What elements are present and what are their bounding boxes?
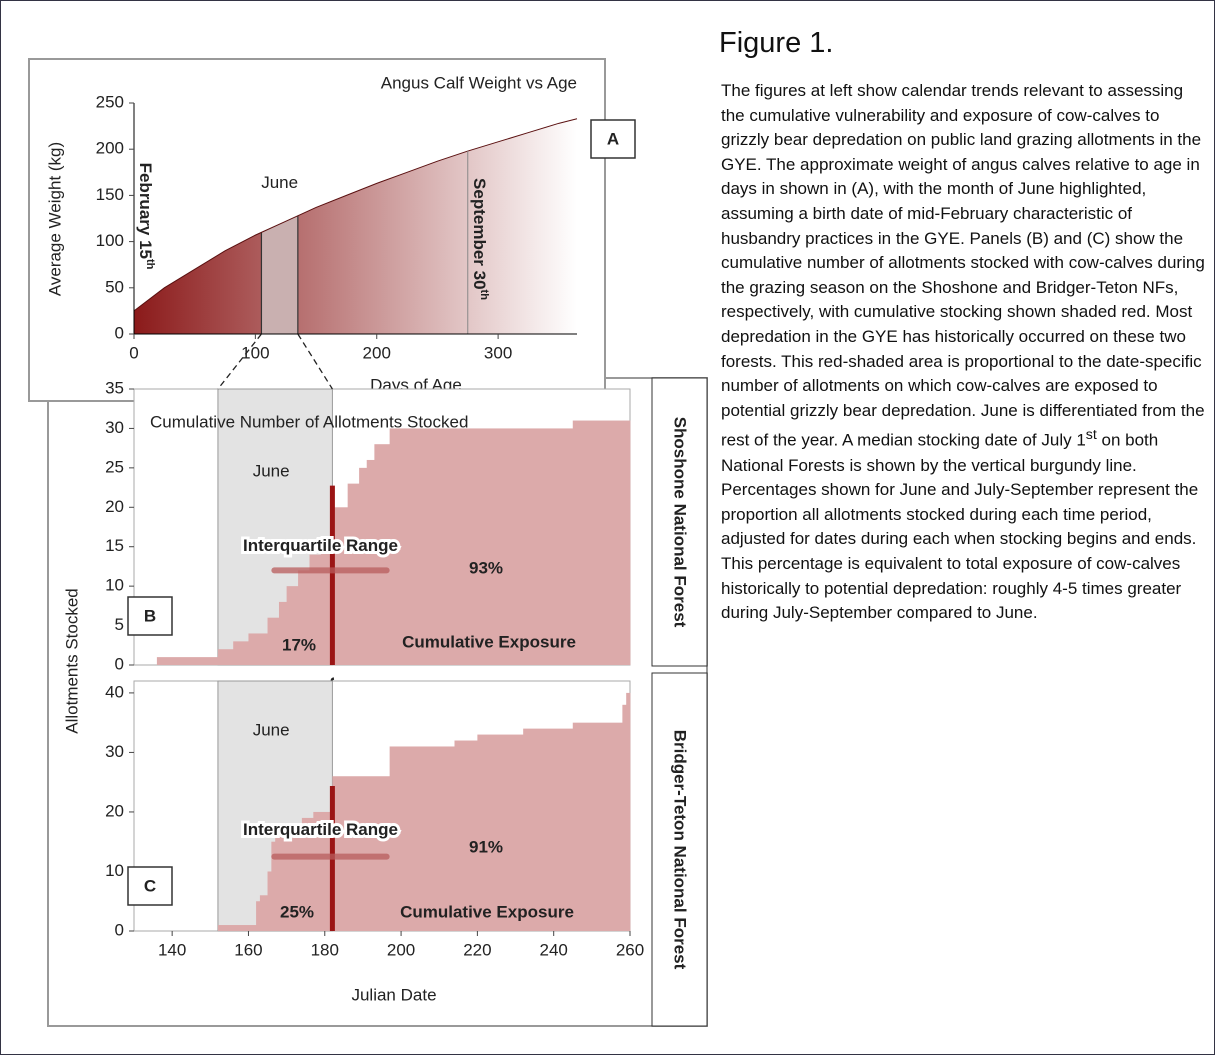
y-tick-label: 5 <box>115 615 124 634</box>
y-axis-title: Allotments Stocked <box>62 588 81 734</box>
caption-text: The figures at left show calendar trends… <box>721 81 1205 450</box>
x-tick-label: 160 <box>234 940 262 959</box>
y-tick-label: 150 <box>96 185 124 204</box>
stocked-step <box>218 925 257 931</box>
stocked-step <box>268 618 280 665</box>
stocked-step <box>233 641 249 665</box>
y-tick-label: 25 <box>105 457 124 476</box>
y-tick-label: 0 <box>115 920 124 939</box>
x-tick-label: 140 <box>158 940 186 959</box>
y-tick-label: 15 <box>105 536 124 555</box>
x-tick-label: 180 <box>311 940 339 959</box>
date-marker-label: September 30th <box>469 178 490 300</box>
date-marker-label-sup: th <box>144 259 156 270</box>
later-share: 91% <box>469 837 503 856</box>
caption-text: on both National Forests is shown by the… <box>721 431 1198 622</box>
x-tick-label: 240 <box>540 940 568 959</box>
stocked-step <box>260 895 268 931</box>
june-label: June <box>253 461 290 480</box>
y-tick-label: 200 <box>96 139 124 158</box>
date-marker-label-main: September 30 <box>469 178 488 290</box>
stocked-step <box>390 428 574 665</box>
stocked-step <box>279 602 287 665</box>
stocked-step <box>523 729 573 931</box>
x-axis-title: Julian Date <box>351 985 436 1004</box>
x-tick-label: 0 <box>129 343 138 362</box>
stocked-step <box>248 633 267 665</box>
iqr-label: Interquartile Range <box>243 820 398 839</box>
later-share: 93% <box>469 558 503 577</box>
y-tick-label: 100 <box>96 231 124 250</box>
y-tick-label: 40 <box>105 682 124 701</box>
stocked-step <box>157 657 218 665</box>
stocked-step <box>359 468 367 665</box>
panel-letter: C <box>144 876 156 895</box>
stocked-step <box>218 649 234 665</box>
y-tick-label: 0 <box>115 323 124 342</box>
june-share: 17% <box>282 635 316 654</box>
x-tick-label: 300 <box>484 343 512 362</box>
y-tick-label: 20 <box>105 801 124 820</box>
exposure-label: Cumulative Exposure <box>402 632 576 651</box>
date-marker-label-sup: th <box>478 290 490 301</box>
exposure-label: Cumulative Exposure <box>400 902 574 921</box>
iqr-bar <box>271 854 389 860</box>
y-tick-label: 20 <box>105 497 124 516</box>
date-marker-label: February 15th <box>136 163 157 270</box>
panel-letter: B <box>144 606 156 625</box>
x-tick-label: 200 <box>363 343 391 362</box>
forest-label: Shoshone National Forest <box>671 417 690 628</box>
y-tick-label: 0 <box>115 654 124 673</box>
caption: The figures at left show calendar trends… <box>721 79 1205 626</box>
y-tick-label: 30 <box>105 418 124 437</box>
chart-title: Cumulative Number of Allotments Stocked <box>150 412 468 431</box>
date-marker-label-main: February 15 <box>136 163 155 259</box>
june-share: 25% <box>280 902 314 921</box>
stocked-step <box>348 484 360 665</box>
june-label: June <box>253 720 290 739</box>
y-tick-label: 10 <box>105 576 124 595</box>
y-tick-label: 30 <box>105 742 124 761</box>
forest-label: Bridger-Teton National Forest <box>671 730 690 970</box>
x-tick-label: 100 <box>241 343 269 362</box>
y-tick-label: 50 <box>105 277 124 296</box>
y-tick-label: 35 <box>105 378 124 397</box>
chart-title: Angus Calf Weight vs Age <box>381 73 577 92</box>
stocked-step <box>268 871 272 931</box>
stocked-step <box>573 723 623 931</box>
y-axis-title: Average Weight (kg) <box>45 142 64 296</box>
stocked-step <box>573 421 631 665</box>
figure: JuneFebruary 15thSeptember 30thAngus Cal… <box>0 0 1215 1055</box>
x-tick-label: 200 <box>387 940 415 959</box>
x-tick-label: 260 <box>616 940 644 959</box>
y-tick-label: 250 <box>96 92 124 111</box>
stocked-step <box>256 901 260 931</box>
iqr-bar <box>271 567 389 573</box>
figure-title: Figure 1. <box>719 27 833 60</box>
june-label: June <box>261 173 298 192</box>
iqr-label: Interquartile Range <box>243 536 398 555</box>
stocked-step <box>367 460 375 665</box>
panel-letter: A <box>607 129 619 148</box>
stocked-step <box>622 705 626 931</box>
stocked-step <box>626 693 630 931</box>
y-tick-label: 10 <box>105 861 124 880</box>
x-tick-label: 220 <box>463 940 491 959</box>
caption-sup: st <box>1086 427 1097 443</box>
